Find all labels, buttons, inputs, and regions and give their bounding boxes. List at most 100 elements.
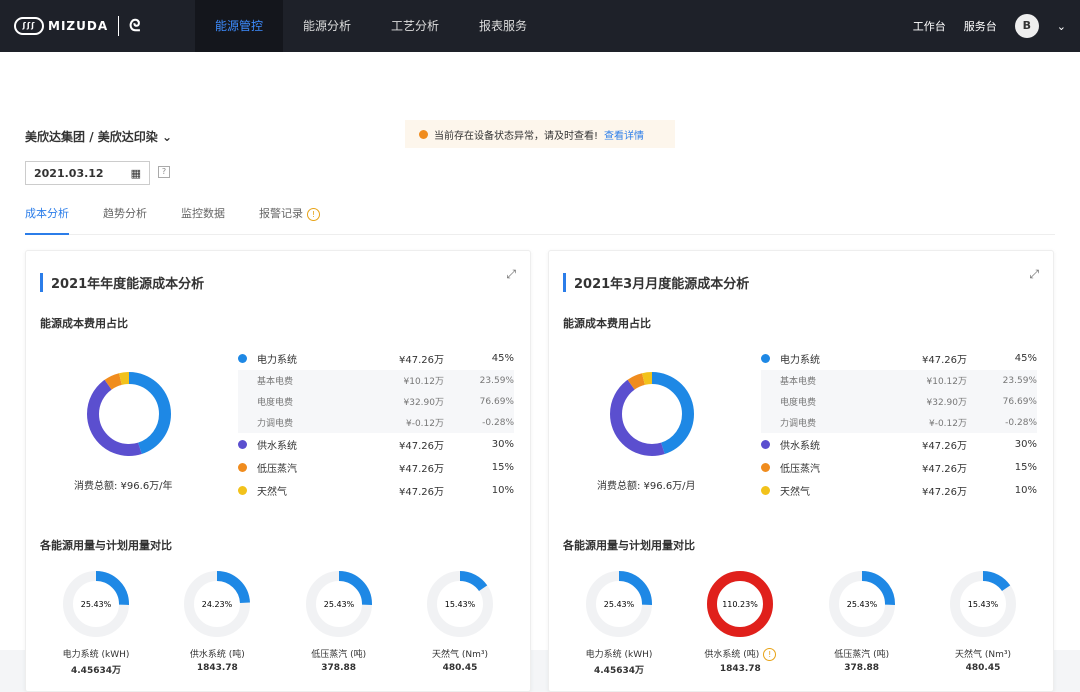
legend-pct: 15% (1014, 462, 1037, 473)
legend-subrow: 力调电费 ¥-0.12万 -0.28% (238, 412, 514, 433)
legend-name: 低压蒸汽 (257, 464, 297, 475)
total-cost: 消费总额: ¥96.6万/月 (597, 481, 696, 492)
sub-name: 基本电费 (257, 377, 294, 387)
usage-gauges: 25.43% 电力系统 (kWH) 4.45634万 110.23% 供水系统 (吨)!… (559, 569, 1043, 676)
legend-value: ¥47.26万 (922, 487, 967, 498)
legend-dot-icon (238, 486, 247, 495)
legend-pct: 45% (491, 353, 514, 364)
legend-value: ¥47.26万 (399, 355, 444, 366)
logo[interactable]: ʃʃʃ MIZUDA ᘓ (0, 16, 195, 36)
legend-row: 低压蒸汽 ¥47.26万 15% (238, 456, 514, 479)
service-desk-link[interactable]: 服务台 (963, 20, 997, 33)
gauge-arc (949, 571, 1016, 637)
cost-legend: 电力系统 ¥47.26万 45% 基本电费 ¥10.12万 23.59% 电度电费 ¥32.9… (761, 347, 1037, 502)
donut-slice (87, 372, 171, 456)
legend-subrow: 力调电费 ¥-0.12万 -0.28% (761, 412, 1037, 433)
alert-text: 当前存在设备状态异常，请及时查看! (434, 130, 599, 142)
gauge-pct: 110.23% (723, 600, 759, 609)
breadcrumb-company[interactable]: 美欣达印染 (97, 130, 158, 144)
nav-item-energy-control[interactable]: 能源管控 (195, 0, 284, 52)
gauge-pct: 25.43% (81, 600, 112, 609)
legend-row: 低压蒸汽 ¥47.26万 15% (761, 456, 1037, 479)
nav-item-energy-analysis[interactable]: 能源分析 (303, 19, 352, 33)
chevron-down-icon[interactable]: ⌄ (1056, 19, 1066, 33)
tab-monitor-data[interactable]: 监控数据 (181, 207, 225, 220)
legend-name: 供水系统 (257, 441, 297, 452)
legend-dot-icon (761, 354, 770, 363)
legend-name: 低压蒸汽 (780, 464, 820, 475)
sub-name: 电度电费 (780, 398, 817, 408)
donut-slice (610, 372, 694, 456)
gauge-pct: 15.43% (968, 600, 999, 609)
date-picker[interactable]: 2021.03.12 ▦ (25, 161, 150, 185)
gauge-ring: 25.43% (828, 571, 895, 637)
gauge-label-text: 供水系统 (吨) (189, 650, 245, 660)
warning-icon: ! (307, 208, 320, 221)
sub-pct: -0.28% (1005, 417, 1037, 428)
legend-pct: 15% (491, 462, 514, 473)
avatar[interactable]: B (1014, 14, 1039, 38)
sub-value: ¥10.12万 (926, 377, 968, 387)
legend-name: 电力系统 (257, 355, 297, 366)
legend-name: 天然气 (257, 487, 287, 498)
chevron-down-icon[interactable]: ⌄ (161, 130, 173, 144)
help-icon[interactable]: ? (158, 166, 170, 178)
workbench-link[interactable]: 工作台 (912, 20, 946, 33)
tab-label: 报警记录 (259, 207, 303, 220)
usage-gauge: 15.43% 天然气 (Nm³) 480.45 (400, 569, 520, 676)
gauge-label-text: 电力系统 (kWH) (62, 650, 130, 660)
gauge-label: 电力系统 (kWH) (36, 647, 156, 660)
gauge-arc (586, 571, 652, 637)
legend-name: 电力系统 (780, 355, 820, 366)
sub-pct: 76.69% (1002, 396, 1037, 407)
usage-gauge: 25.43% 低压蒸汽 (吨) 378.88 (279, 569, 399, 676)
gauge-arc (426, 571, 493, 637)
legend-dot-icon (761, 440, 770, 449)
sub-pct: 76.69% (479, 396, 514, 407)
nav-item-process-analysis[interactable]: 工艺分析 (391, 19, 440, 33)
cost-donut-chart (87, 372, 171, 456)
gauge-value: 378.88 (321, 663, 357, 673)
gauge-value: 1843.78 (719, 664, 761, 674)
legend-dot-icon (761, 486, 770, 495)
brand-name: MIZUDA (48, 19, 109, 33)
gauge-arc (828, 571, 895, 637)
tab-cost-analysis[interactable]: 成本分析 (25, 202, 69, 235)
breadcrumb-group[interactable]: 美欣达集团 (25, 130, 86, 144)
sub-name: 力调电费 (257, 419, 294, 429)
calendar-icon[interactable]: ▦ (130, 166, 141, 180)
legend-dot-icon (238, 354, 247, 363)
warning-icon (419, 129, 428, 139)
legend-value: ¥47.26万 (399, 487, 444, 498)
gauge-ring: 25.43% (63, 571, 129, 637)
legend-row: 天然气 ¥47.26万 10% (761, 479, 1037, 502)
gauge-label: 低压蒸汽 (吨) (279, 647, 399, 660)
gauge-ring: 24.23% (184, 571, 251, 637)
sub-name: 基本电费 (780, 377, 817, 387)
section-title: 能源成本费用占比 (40, 317, 128, 330)
view-details-link[interactable]: 查看详情 (604, 130, 645, 142)
sub-pct: 23.59% (1002, 375, 1037, 386)
tab-alarm-records[interactable]: 报警记录! (259, 202, 320, 235)
sub-value: ¥32.90万 (926, 398, 968, 408)
donut-slice (610, 372, 694, 456)
sub-value: ¥32.90万 (403, 398, 445, 408)
legend-name: 天然气 (780, 487, 810, 498)
gauge-ring: 110.23% (707, 571, 774, 637)
gauge-label-text: 低压蒸汽 (吨) (834, 650, 890, 660)
top-nav: ʃʃʃ MIZUDA ᘓ 能源管控 能源分析 工艺分析 报表服务 工作台 服务台 B… (0, 0, 1080, 52)
expand-icon[interactable]: ⤢ (506, 267, 516, 281)
expand-icon[interactable]: ⤢ (1029, 267, 1039, 281)
gauge-label: 供水系统 (吨)! (680, 647, 800, 661)
nav-item-report-service[interactable]: 报表服务 (479, 19, 528, 33)
panel-title: 2021年3月月度能源成本分析 (563, 273, 749, 292)
usage-gauges: 25.43% 电力系统 (kWH) 4.45634万 24.23% 供水系统 (吨) 18… (36, 569, 520, 676)
tab-trend-analysis[interactable]: 趋势分析 (103, 207, 147, 220)
usage-gauge: 15.43% 天然气 (Nm³) 480.45 (923, 569, 1043, 676)
gauge-value: 480.45 (965, 663, 1001, 673)
legend-value: ¥47.26万 (922, 464, 967, 475)
gauge-label: 低压蒸汽 (吨) (802, 647, 922, 660)
section-title: 能源成本费用占比 (563, 317, 651, 330)
section-title: 各能源用量与计划用量对比 (40, 539, 172, 552)
cost-panel: 2021年年度能源成本分析 ⤢ 能源成本费用占比 各能源用量与计划用量对比 消费总额: … (25, 250, 531, 692)
